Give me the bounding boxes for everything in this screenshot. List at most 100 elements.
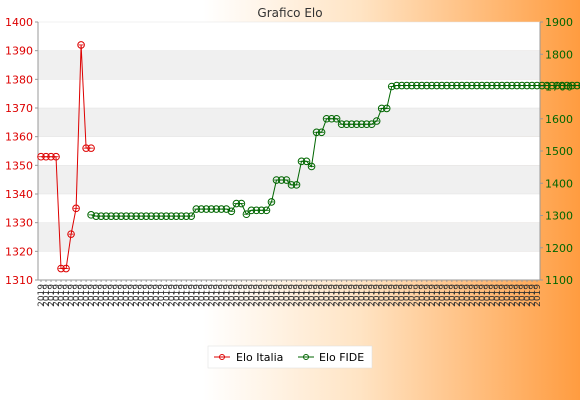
- grid-band: [38, 165, 540, 194]
- elo-fide-point: [573, 81, 580, 90]
- x-tick-label: 2019: [333, 284, 343, 307]
- x-tick-label: 2019: [468, 284, 478, 307]
- x-tick-label: 2019: [182, 284, 192, 307]
- right-tick-label: 1200: [545, 242, 573, 255]
- elo-italia-point: [72, 204, 80, 213]
- x-tick-label: 2019: [413, 284, 423, 307]
- left-tick-label: 1350: [5, 159, 33, 172]
- x-tick-label: 2019: [528, 284, 538, 307]
- legend-box: [207, 345, 373, 369]
- x-tick-label: 2019: [252, 284, 262, 307]
- x-tick-label: 2019: [127, 284, 137, 307]
- x-tick-label: 2019: [438, 284, 448, 307]
- x-tick-label: 2019: [383, 284, 393, 307]
- right-tick-label: 1800: [545, 48, 573, 61]
- x-tick-label: 2019: [508, 284, 518, 307]
- x-tick-label: 2019: [247, 284, 257, 307]
- legend: Elo Italia Elo FIDE: [207, 345, 373, 369]
- elo-fide-point: [332, 114, 341, 123]
- left-tick-label: 1310: [5, 274, 33, 287]
- x-tick-label: 2019: [378, 284, 388, 307]
- x-tick-label: 2019: [187, 284, 197, 307]
- x-tick-label: 2019: [227, 284, 237, 307]
- x-tick-label: 2019: [242, 284, 252, 307]
- x-tick-label: 2019: [212, 284, 222, 307]
- x-tick-label: 2019: [303, 284, 313, 307]
- elo-fide-point: [292, 181, 301, 189]
- x-tick-label: 2019: [237, 284, 247, 307]
- x-tick-label: 2019: [262, 284, 272, 307]
- left-axis: 1310 1320 1330 1340 1350 1360 1370 1380 1390 1400: [5, 16, 39, 287]
- x-tick-label: 2019: [282, 284, 292, 307]
- elo-fide-point: [578, 82, 580, 89]
- elo-italia-point: [52, 152, 60, 161]
- chart-title: Grafico Elo: [257, 6, 322, 20]
- x-tick-label: 2019: [47, 284, 57, 307]
- elo-fide-point: [187, 212, 196, 220]
- x-tick-label: 2019: [157, 284, 167, 307]
- legend-marker-elo-fide: [303, 354, 309, 360]
- x-tick-label: 2019: [82, 284, 92, 307]
- x-tick-label: 2019: [353, 284, 363, 307]
- x-tick-label: 2019: [388, 284, 398, 307]
- right-tick-label: 1400: [545, 177, 573, 190]
- grid-bands: [38, 21, 540, 281]
- grid-band: [38, 222, 540, 252]
- x-tick-label: 2019: [167, 284, 177, 307]
- x-tick-label: 2019: [177, 284, 187, 307]
- x-tick-label: 2019: [458, 284, 468, 307]
- x-tick-label: 2019: [363, 284, 373, 307]
- x-tick-label: 2019: [493, 284, 503, 307]
- x-tick-label: 2019: [313, 284, 323, 307]
- x-tick-label: 2019: [463, 284, 473, 307]
- x-tick-label: 2019: [152, 284, 162, 307]
- elo-italia-point: [87, 144, 95, 152]
- x-tick-label: 2019: [42, 284, 52, 307]
- x-tick-label: 2019: [328, 284, 338, 307]
- x-tick-label: 2019: [338, 284, 348, 307]
- x-tick-label: 2019: [102, 284, 112, 307]
- legend-label-elo-fide: Elo FIDE: [319, 351, 364, 364]
- elo-fide-point: [227, 207, 236, 216]
- x-tick-label: 2019: [368, 284, 378, 307]
- elo-fide-point: [242, 210, 251, 219]
- x-tick-label: 2019: [423, 284, 433, 307]
- x-tick-label: 2019: [288, 284, 298, 307]
- x-tick-label: 2019: [453, 284, 463, 307]
- x-tick-label: 2019: [348, 284, 358, 307]
- x-tick-label: 2019: [408, 284, 418, 307]
- x-tick-label: 2019: [428, 284, 438, 307]
- x-tick-label: 2019: [197, 284, 207, 307]
- x-tick-label: 2019: [162, 284, 172, 307]
- right-tick-label: 1300: [545, 210, 573, 223]
- elo-fide-point: [237, 199, 246, 208]
- x-tick-label: 2019: [478, 284, 488, 307]
- elo-italia-point: [77, 41, 85, 49]
- right-tick-label: 1900: [545, 16, 573, 29]
- x-tick-label: 2019: [142, 284, 152, 307]
- x-tick-label: 2019: [433, 284, 443, 307]
- x-tick-label: 2019: [137, 284, 147, 307]
- elo-fide-point: [282, 176, 291, 184]
- grid-band: [38, 22, 540, 51]
- x-tick-label: 2019: [533, 284, 543, 307]
- x-tick-label: 2019: [232, 284, 242, 307]
- elo-italia-point: [67, 230, 75, 238]
- x-tick-label: 2019: [172, 284, 182, 307]
- x-tick-label: 2019: [57, 284, 67, 307]
- x-tick-label: 2019: [277, 284, 287, 307]
- elo-fide-point: [267, 198, 276, 206]
- series-elo-italia: [37, 41, 95, 273]
- x-tick-label: 2019: [448, 284, 458, 307]
- left-tick-label: 1320: [5, 245, 33, 258]
- x-tick-label: 2019: [513, 284, 523, 307]
- x-tick-label: 2019: [122, 284, 132, 307]
- x-tick-label: 2019: [488, 284, 498, 307]
- elo-fide-point: [372, 117, 381, 125]
- x-tick-label: 2019: [398, 284, 408, 307]
- right-tick-label: 1100: [545, 274, 573, 287]
- elo-fide-point: [262, 206, 271, 215]
